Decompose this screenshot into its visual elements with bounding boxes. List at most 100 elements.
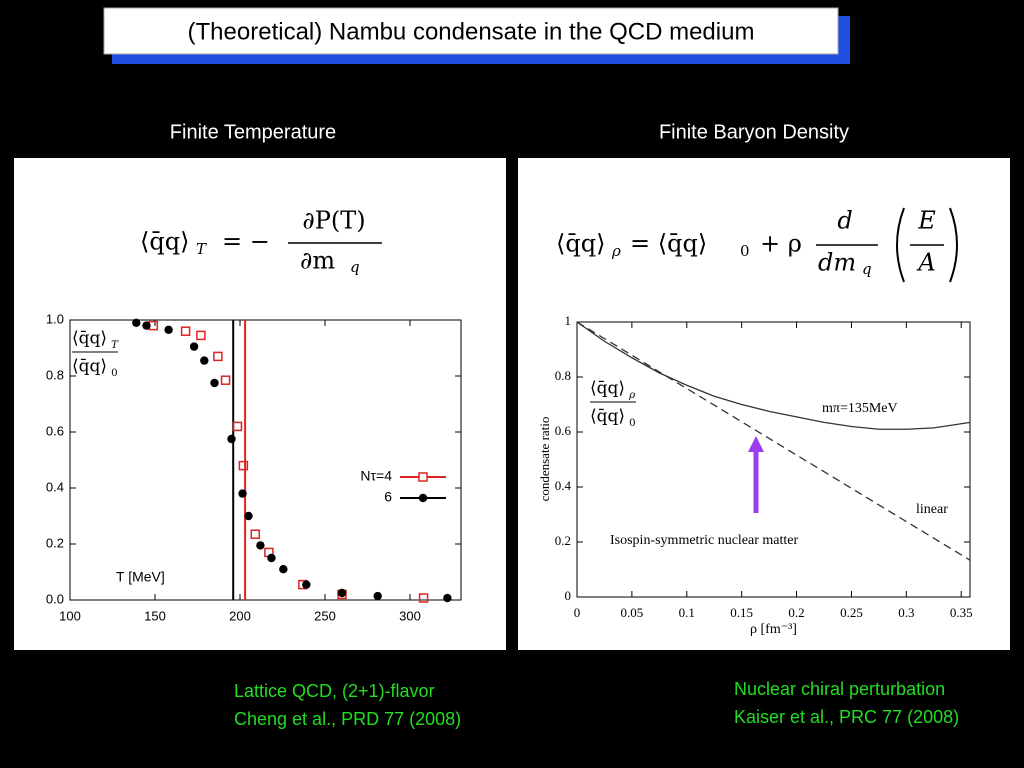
citation: Lattice QCD, (2+1)-flavor (234, 681, 435, 701)
formula: dm (818, 249, 856, 277)
formula: ⟨q̄q⟩ (140, 228, 189, 256)
x-tick-label: 200 (229, 608, 251, 623)
formula: E (917, 207, 936, 235)
formula: ⟨q̄q⟩ (556, 230, 605, 258)
formula: d (837, 207, 852, 235)
formula: ∂m (300, 247, 335, 275)
y-tick-label: 0.8 (555, 368, 571, 383)
x-axis-label: T [MeV] (116, 569, 165, 585)
point (279, 565, 288, 574)
x-tick-label: 0.05 (621, 605, 644, 620)
slide-title: (Theoretical) Nambu condensate in the QC… (188, 18, 755, 45)
line (576, 321, 971, 561)
x-tick-label: 0.2 (788, 605, 804, 620)
point (142, 321, 151, 330)
annotation: mπ=135MeV (822, 401, 898, 416)
y-tick-label: 0 (565, 588, 572, 603)
y-tick-label: 0.6 (46, 423, 64, 438)
formula: A (916, 249, 935, 277)
x-tick-label: 0 (574, 605, 581, 620)
legend-marker (418, 493, 428, 503)
y-tick-label: 0.4 (555, 478, 572, 493)
panel (14, 158, 506, 650)
heading: Finite Baryon Density (659, 121, 849, 143)
point (302, 580, 311, 589)
point (180, 326, 191, 336)
x-tick-label: 300 (399, 608, 421, 623)
formula: ρ (611, 242, 621, 260)
x-tick-label: 100 (59, 608, 81, 623)
point (267, 553, 276, 563)
x-tick-label: 250 (314, 608, 336, 623)
x-tick-label: 150 (144, 608, 166, 623)
legend-marker (418, 472, 428, 482)
annotation: Isospin-symmetric nuclear matter (610, 533, 798, 548)
x-axis-label: ρ [fm⁻³] (750, 622, 797, 637)
point (210, 378, 219, 388)
y-tick-label: 1 (565, 313, 572, 328)
y-tick-label: 1.0 (46, 311, 64, 326)
formula: + ρ (760, 230, 802, 258)
y-axis-label: condensate ratio (537, 417, 552, 502)
point (337, 588, 347, 598)
line (576, 321, 971, 430)
point (227, 434, 236, 444)
annotation: linear (916, 502, 948, 517)
point (238, 489, 247, 498)
formula: T (196, 240, 207, 258)
plot-frame (576, 321, 971, 598)
formula: ∂P(T) (302, 207, 365, 235)
point (132, 318, 141, 327)
legend-label: Nτ=4 (360, 468, 392, 484)
plot-frame (69, 319, 462, 601)
panel (518, 158, 1010, 650)
y-tick-label: 0.6 (555, 423, 572, 438)
point (418, 593, 429, 603)
formula: q (862, 260, 872, 278)
point (196, 330, 206, 341)
y-tick-label: 0.4 (46, 479, 64, 494)
point (244, 511, 253, 521)
title-box (103, 7, 839, 55)
point (164, 325, 173, 334)
formula: q (350, 258, 360, 276)
point (238, 460, 249, 471)
axis-label: ⟨q̄q⟩ (590, 379, 625, 399)
axis-label: ⟨q̄q⟩ (590, 407, 625, 427)
y-tick-label: 0.2 (46, 535, 64, 550)
y-tick-label: 0.0 (46, 591, 64, 606)
point (220, 375, 231, 385)
citation: Kaiser et al., PRC 77 (2008) (734, 707, 959, 727)
axis-label: 0 (111, 368, 117, 379)
legend-label: 6 (384, 489, 392, 505)
axis-label: ρ (628, 390, 635, 401)
axis-label: 0 (629, 418, 635, 429)
x-tick-label: 0.35 (950, 605, 973, 620)
point (232, 421, 243, 432)
formula: 0 (740, 242, 750, 260)
paren (949, 207, 958, 283)
point (443, 593, 452, 603)
point (189, 342, 199, 351)
axis-label: T (111, 340, 119, 351)
y-tick-label: 0.2 (555, 533, 571, 548)
x-tick-label: 0.15 (730, 605, 753, 620)
formula: = − (222, 228, 270, 256)
arrow-head (748, 436, 764, 452)
point (373, 591, 382, 601)
y-tick-label: 0.8 (46, 367, 64, 382)
axis-label: ⟨q̄q⟩ (72, 357, 107, 377)
axis-label: ⟨q̄q⟩ (72, 329, 107, 349)
x-tick-label: 0.25 (840, 605, 863, 620)
heading: Finite Temperature (170, 121, 336, 143)
point (200, 356, 209, 365)
citation: Cheng et al., PRD 77 (2008) (234, 709, 461, 729)
point (213, 351, 223, 362)
citation: Nuclear chiral perturbation (734, 679, 945, 699)
point (250, 529, 261, 539)
formula: = ⟨q̄q⟩ (630, 230, 707, 258)
paren (896, 207, 905, 283)
x-tick-label: 0.1 (679, 605, 695, 620)
point (256, 541, 265, 550)
